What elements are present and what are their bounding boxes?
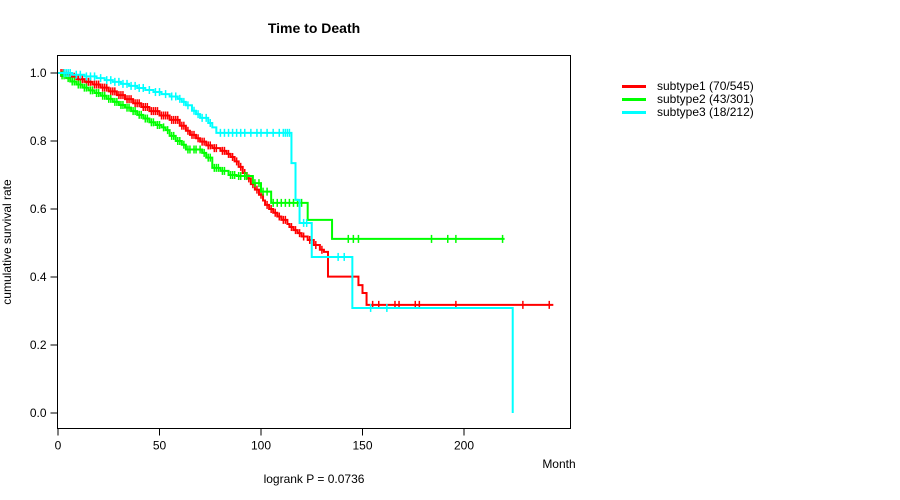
- y-tick-label: 0.6: [30, 202, 47, 216]
- legend-swatch-subtype2: [622, 98, 646, 101]
- legend-item-subtype3: subtype3 (18/212): [622, 106, 754, 119]
- survival-curve-subtype1: [58, 72, 554, 306]
- legend-label-subtype3: subtype3 (18/212): [657, 105, 754, 119]
- x-tick-label: 100: [251, 439, 271, 453]
- y-tick-label: 1.0: [30, 66, 47, 80]
- chart-title: Time to Death: [267, 20, 361, 36]
- x-axis-label: Month: [542, 457, 576, 471]
- survival-curve-subtype3: [58, 72, 514, 413]
- x-tick-label: 50: [153, 439, 167, 453]
- y-tick-label: 0.2: [30, 338, 47, 352]
- legend: subtype1 (70/545) subtype2 (43/301) subt…: [622, 80, 754, 119]
- legend-label-subtype2: subtype2 (43/301): [657, 92, 754, 106]
- legend-item-subtype2: subtype2 (43/301): [622, 93, 754, 106]
- legend-label-subtype1: subtype1 (70/545): [657, 79, 754, 93]
- legend-item-subtype1: subtype1 (70/545): [622, 80, 754, 93]
- x-tick-label: 0: [55, 439, 62, 453]
- legend-swatch-subtype3: [622, 111, 646, 114]
- y-tick-label: 0.0: [30, 406, 47, 420]
- survival-curve-subtype2: [58, 72, 505, 240]
- legend-swatch-subtype1: [622, 85, 646, 88]
- y-tick-label: 0.8: [30, 134, 47, 148]
- y-tick-label: 0.4: [30, 270, 47, 284]
- x-tick-label: 200: [454, 439, 474, 453]
- logrank-p-value: logrank P = 0.0736: [263, 472, 365, 486]
- x-tick-label: 150: [352, 439, 372, 453]
- plot-frame: [57, 55, 571, 429]
